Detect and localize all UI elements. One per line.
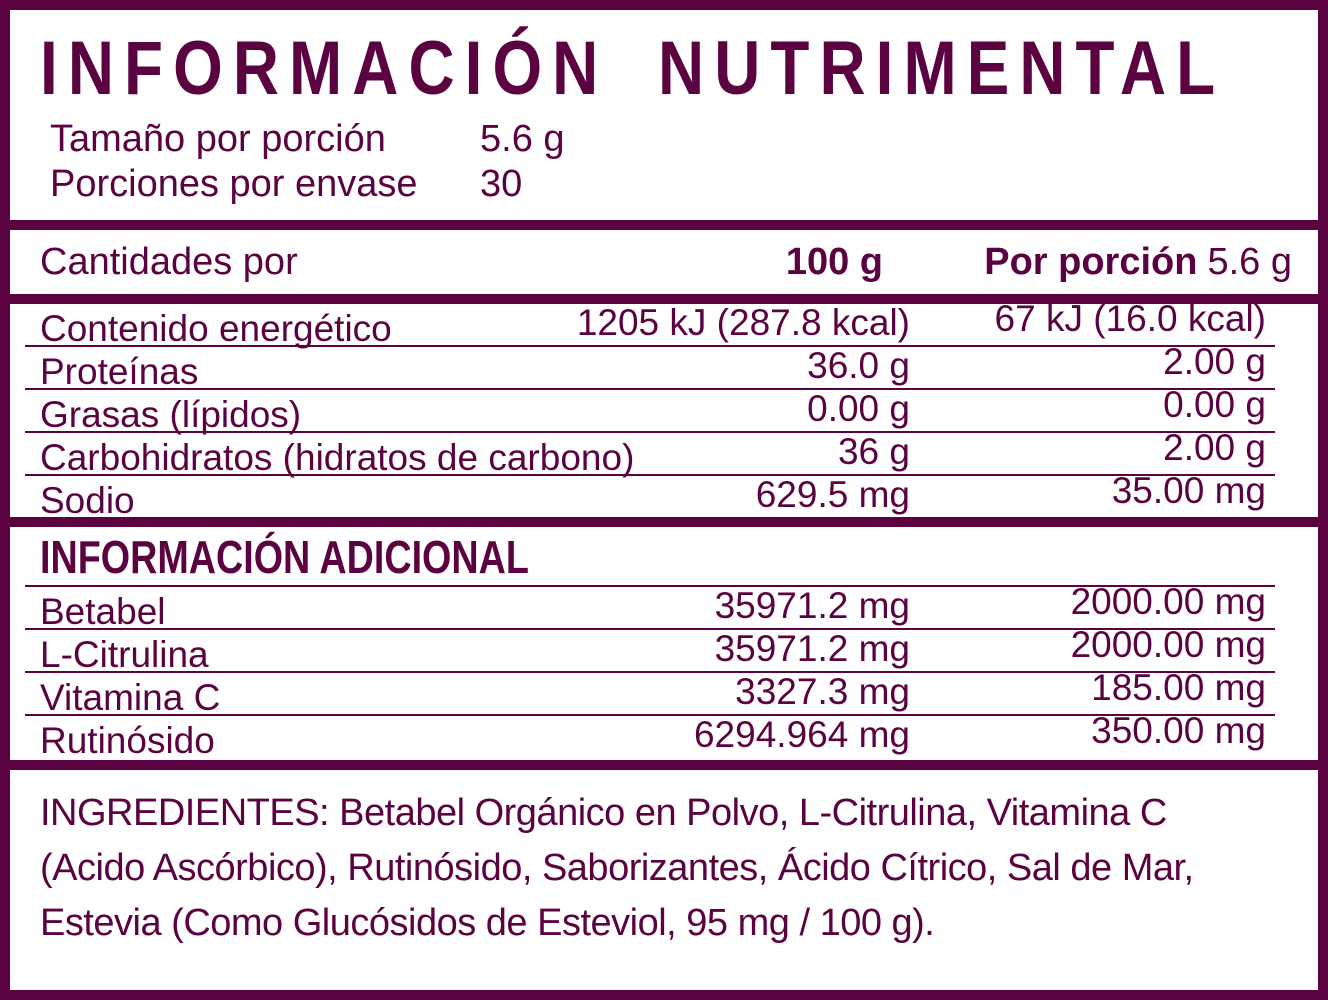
per-portion-column-header: Por porción 5.6 g [984, 230, 1292, 294]
table-row-fat: Grasas (lípidos) 0.00 g 0.00 g [10, 384, 1318, 435]
value-per-100g: 6294.964 mg [693, 714, 910, 755]
value-per-portion: 2000.00 mg [1070, 624, 1266, 665]
per-portion-header-bold: Por porción [984, 241, 1198, 283]
nutrient-label: Proteínas [40, 351, 199, 392]
value-per-100g: 36 g [837, 431, 910, 472]
table-row-protein: Proteínas 36.0 g 2.00 g [10, 341, 1318, 392]
value-per-100g: 36.0 g [807, 345, 910, 386]
serving-size-value: 5.6 g [480, 118, 565, 160]
nutrient-rows: Contenido energético 1205 kJ (287.8 kcal… [10, 304, 1318, 517]
section-divider [10, 220, 1318, 230]
nutrient-label: Contenido energético [40, 308, 392, 349]
section-divider [10, 517, 1318, 527]
value-per-100g: 35971.2 mg [714, 628, 910, 669]
nutrient-label: Grasas (lípidos) [40, 394, 302, 435]
nutrient-label: Carbohidratos (hidratos de carbono) [40, 437, 635, 478]
header-section: INFORMACIÓN NUTRIMENTAL Tamaño por porci… [10, 10, 1318, 220]
value-per-portion: 2000.00 mg [1070, 581, 1266, 622]
value-per-100g: 0.00 g [807, 388, 910, 429]
nutrition-table-section: Cantidades por 100 g Por porción 5.6 g Co… [10, 230, 1318, 517]
value-per-100g: 35971.2 mg [714, 585, 910, 626]
value-per-portion: 35.00 mg [1111, 470, 1266, 511]
per-100g-column-header: 100 g [785, 241, 883, 283]
servings-per-container-label: Porciones por envase [50, 163, 418, 205]
additional-info-title: INFORMACIÓN ADICIONAL [40, 531, 529, 583]
amounts-per-label: Cantidades por [40, 241, 298, 283]
value-per-100g: 629.5 mg [755, 474, 910, 515]
ingredients-section: INGREDIENTES: Betabel Orgánico en Polvo,… [10, 770, 1318, 990]
value-per-portion: 2.00 g [1163, 341, 1266, 382]
value-per-100g: 3327.3 mg [735, 671, 910, 712]
table-row-citrulline: L-Citrulina 35971.2 mg 2000.00 mg [10, 624, 1318, 675]
serving-size-label: Tamaño por porción [50, 118, 386, 160]
table-row-carbohydrates: Carbohidratos (hidratos de carbono) 36 g… [10, 427, 1318, 478]
table-row-vitamin-c: Vitamina C 3327.3 mg 185.00 mg [10, 667, 1318, 718]
value-per-portion: 67 kJ (16.0 kcal) [994, 304, 1266, 339]
value-per-portion: 350.00 mg [1091, 710, 1266, 751]
value-per-portion: 185.00 mg [1091, 667, 1266, 708]
ingredients-text-line: INGREDIENTES: Betabel Orgánico en Polvo,… [40, 792, 1167, 834]
table-row-energy: Contenido energético 1205 kJ (287.8 kcal… [10, 304, 1318, 349]
ingredients-text-line: Estevia (Como Glucósidos de Esteviol, 95… [40, 902, 935, 944]
servings-per-container-value: 30 [480, 163, 523, 205]
ingredients-text-line: (Acido Ascórbico), Rutinósido, Saborizan… [40, 847, 1194, 889]
section-divider [10, 760, 1318, 770]
value-per-portion: 0.00 g [1163, 384, 1266, 425]
table-row-beet: Betabel 35971.2 mg 2000.00 mg [10, 581, 1318, 632]
additional-info-section: INFORMACIÓN ADICIONAL Betabel 35971.2 mg… [10, 527, 1318, 760]
ingredient-label: L-Citrulina [40, 634, 209, 675]
ingredient-label: Vitamina C [40, 677, 221, 718]
value-per-portion: 2.00 g [1163, 427, 1266, 468]
table-header-divider [10, 294, 1318, 304]
table-header-row: Cantidades por 100 g Por porción 5.6 g [10, 230, 1318, 294]
page-title: INFORMACIÓN NUTRIMENTAL [40, 26, 1226, 111]
nutrient-label: Sodio [40, 480, 135, 517]
heading-underline [25, 585, 1275, 587]
serving-size-row: Tamaño por porción 5.6 g [50, 117, 1318, 162]
table-row-rutinoside: Rutinósido 6294.964 mg 350.00 mg [10, 710, 1318, 760]
ingredient-label: Betabel [40, 591, 166, 632]
table-row-sodium: Sodio 629.5 mg 35.00 mg [10, 470, 1318, 517]
per-portion-header-value: 5.6 g [1207, 241, 1292, 283]
servings-per-container-row: Porciones por envase 30 [50, 162, 1318, 207]
ingredient-label: Rutinósido [40, 720, 215, 760]
value-per-100g: 1205 kJ (287.8 kcal) [576, 304, 910, 343]
